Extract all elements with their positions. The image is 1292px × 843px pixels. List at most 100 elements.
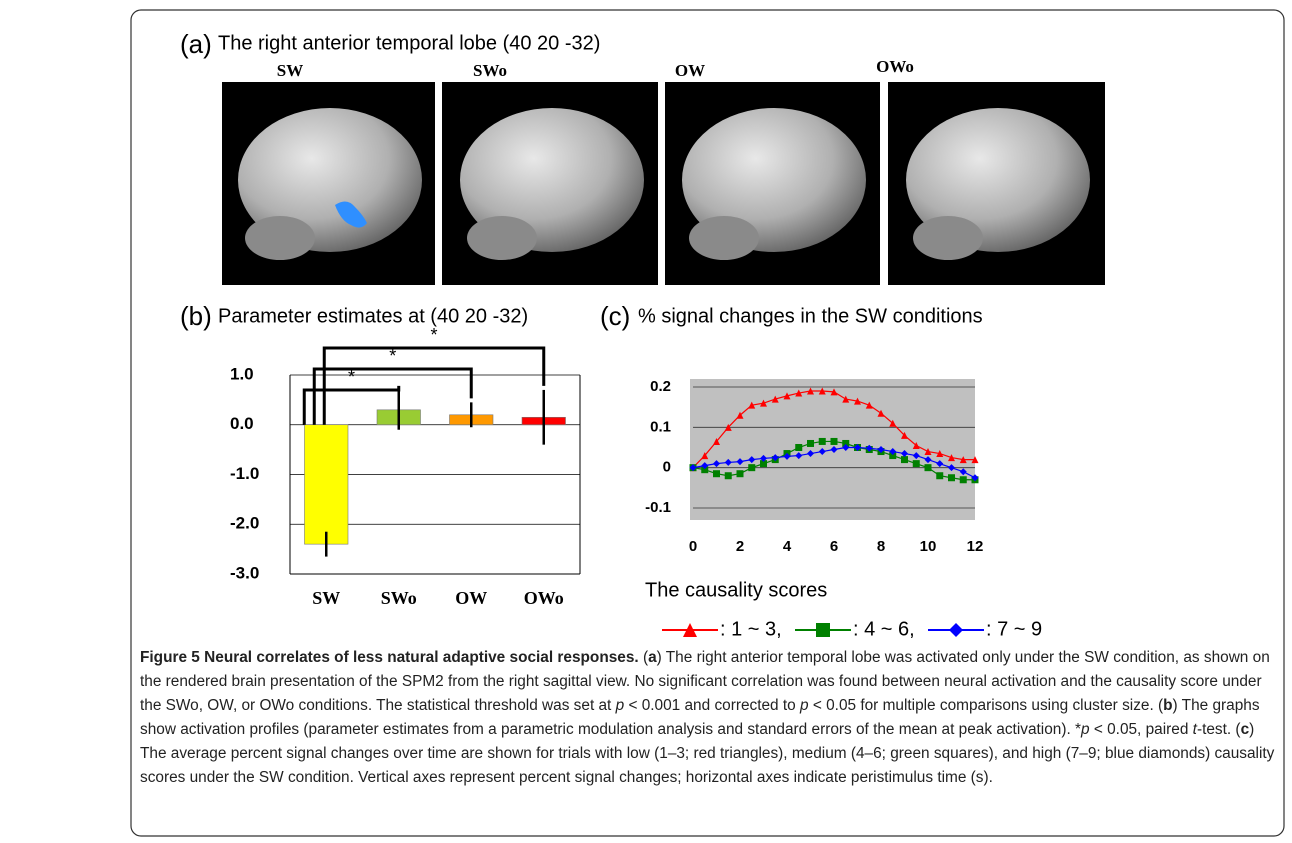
triangle-marker xyxy=(736,411,744,419)
triangle-marker xyxy=(818,387,826,395)
caption-text: t xyxy=(1192,721,1197,738)
diamond-marker xyxy=(889,448,897,456)
triangle-marker xyxy=(948,454,955,462)
caption: Figure 5 Neural correlates of less natur… xyxy=(140,646,1275,790)
square-marker xyxy=(713,470,720,478)
square-marker xyxy=(807,439,814,447)
significance-bracket xyxy=(312,367,473,425)
diamond-marker xyxy=(936,460,944,468)
triangle-marker xyxy=(748,401,756,409)
image-label: OW xyxy=(675,61,705,80)
triangle-marker xyxy=(795,389,803,397)
panel-title: The right anterior temporal lobe (40 20 … xyxy=(218,32,600,54)
caption-text: p xyxy=(800,697,809,714)
triangle-marker xyxy=(901,431,908,439)
bar xyxy=(304,424,349,545)
triangle-marker xyxy=(683,623,697,637)
diamond-marker xyxy=(736,458,744,466)
y-tick-label: 0 xyxy=(663,459,671,476)
x-tick-label: 4 xyxy=(783,538,792,555)
diamond-marker xyxy=(865,444,873,452)
y-tick-label: -2.0 xyxy=(230,514,259,533)
square-marker xyxy=(701,466,709,474)
caption-text: a xyxy=(648,649,657,666)
square-marker xyxy=(889,452,897,460)
triangle-marker xyxy=(924,448,932,456)
square-marker xyxy=(724,472,732,480)
legend-label: : 4 ~ 6, xyxy=(853,618,915,640)
diamond-marker xyxy=(912,452,920,460)
diamond-marker xyxy=(924,456,932,464)
diamond-marker xyxy=(748,456,756,464)
triangle-marker xyxy=(842,395,850,403)
y-tick-label: 0.1 xyxy=(650,418,671,435)
caption-text: -test. ( xyxy=(1196,721,1241,738)
diamond-marker xyxy=(830,446,838,454)
diamond-marker xyxy=(807,450,814,458)
x-tick-label: SWo xyxy=(381,588,417,608)
diamond-marker xyxy=(877,446,885,454)
caption-text: < 0.05 for multiple comparisons using cl… xyxy=(808,697,1164,714)
x-tick-label: 8 xyxy=(877,538,885,555)
triangle-marker xyxy=(830,388,838,396)
diamond-marker xyxy=(701,462,709,470)
caption-text: ( xyxy=(638,649,649,666)
significance-label: * xyxy=(389,346,396,366)
image-label: SW xyxy=(277,61,303,80)
y-tick-label: -3.0 xyxy=(230,563,259,582)
brain-image xyxy=(222,82,435,285)
diamond-marker xyxy=(795,452,803,460)
square-marker xyxy=(924,464,932,472)
caption-text: p xyxy=(1081,721,1090,738)
chart-title: Parameter estimates at (40 20 -32) xyxy=(218,305,528,327)
diamond-marker xyxy=(818,448,826,456)
triangle-marker xyxy=(713,437,720,445)
figure-frame xyxy=(130,9,1285,837)
y-tick-label: 0.0 xyxy=(230,414,254,433)
y-tick-label: 0.2 xyxy=(650,378,671,395)
significance-bracket xyxy=(322,346,546,425)
caption-text: ) The graphs show activation profiles (p… xyxy=(140,697,1260,738)
brain-image xyxy=(665,82,880,285)
triangle-marker xyxy=(877,409,885,417)
chart-title: % signal changes in the SW conditions xyxy=(638,305,983,327)
x-tick-label: OW xyxy=(455,588,487,608)
diamond-marker xyxy=(842,444,850,451)
legend-label: : 1 ~ 3, xyxy=(720,618,782,640)
square-marker xyxy=(795,444,803,451)
triangle-marker xyxy=(912,441,920,449)
y-tick-label: -0.1 xyxy=(645,499,671,516)
x-tick-label: 0 xyxy=(689,538,697,555)
diamond-marker xyxy=(949,623,963,637)
image-label: SWo xyxy=(473,61,507,80)
panel-label: (a) xyxy=(180,29,212,59)
caption-text: < 0.05, paired xyxy=(1089,721,1193,738)
brain-image xyxy=(888,82,1105,285)
diamond-marker xyxy=(783,452,791,460)
square-marker xyxy=(842,439,850,447)
triangle-marker xyxy=(889,419,897,427)
x-tick-label: 6 xyxy=(830,538,838,555)
triangle-marker xyxy=(701,452,709,460)
caption-text: b xyxy=(1163,697,1173,714)
x-tick-label: 12 xyxy=(967,538,984,555)
square-marker xyxy=(818,437,826,445)
panel-label: (c) xyxy=(600,301,630,331)
caption-text: c xyxy=(1240,721,1250,738)
x-tick-label: 10 xyxy=(920,538,937,555)
square-marker xyxy=(830,437,838,445)
diamond-marker xyxy=(713,460,720,468)
triangle-marker xyxy=(760,399,767,407)
caption-text: p xyxy=(615,697,625,714)
triangle-marker xyxy=(936,450,944,458)
diamond-marker xyxy=(771,454,779,462)
x-tick-label: OWo xyxy=(524,588,564,608)
brain-image xyxy=(442,82,658,285)
square-marker xyxy=(748,464,756,472)
diamond-marker xyxy=(689,464,697,472)
square-marker xyxy=(948,474,955,482)
triangle-marker xyxy=(959,456,967,464)
diamond-marker xyxy=(724,458,732,466)
caption-text: ) The average percent signal changes ove… xyxy=(140,721,1275,786)
